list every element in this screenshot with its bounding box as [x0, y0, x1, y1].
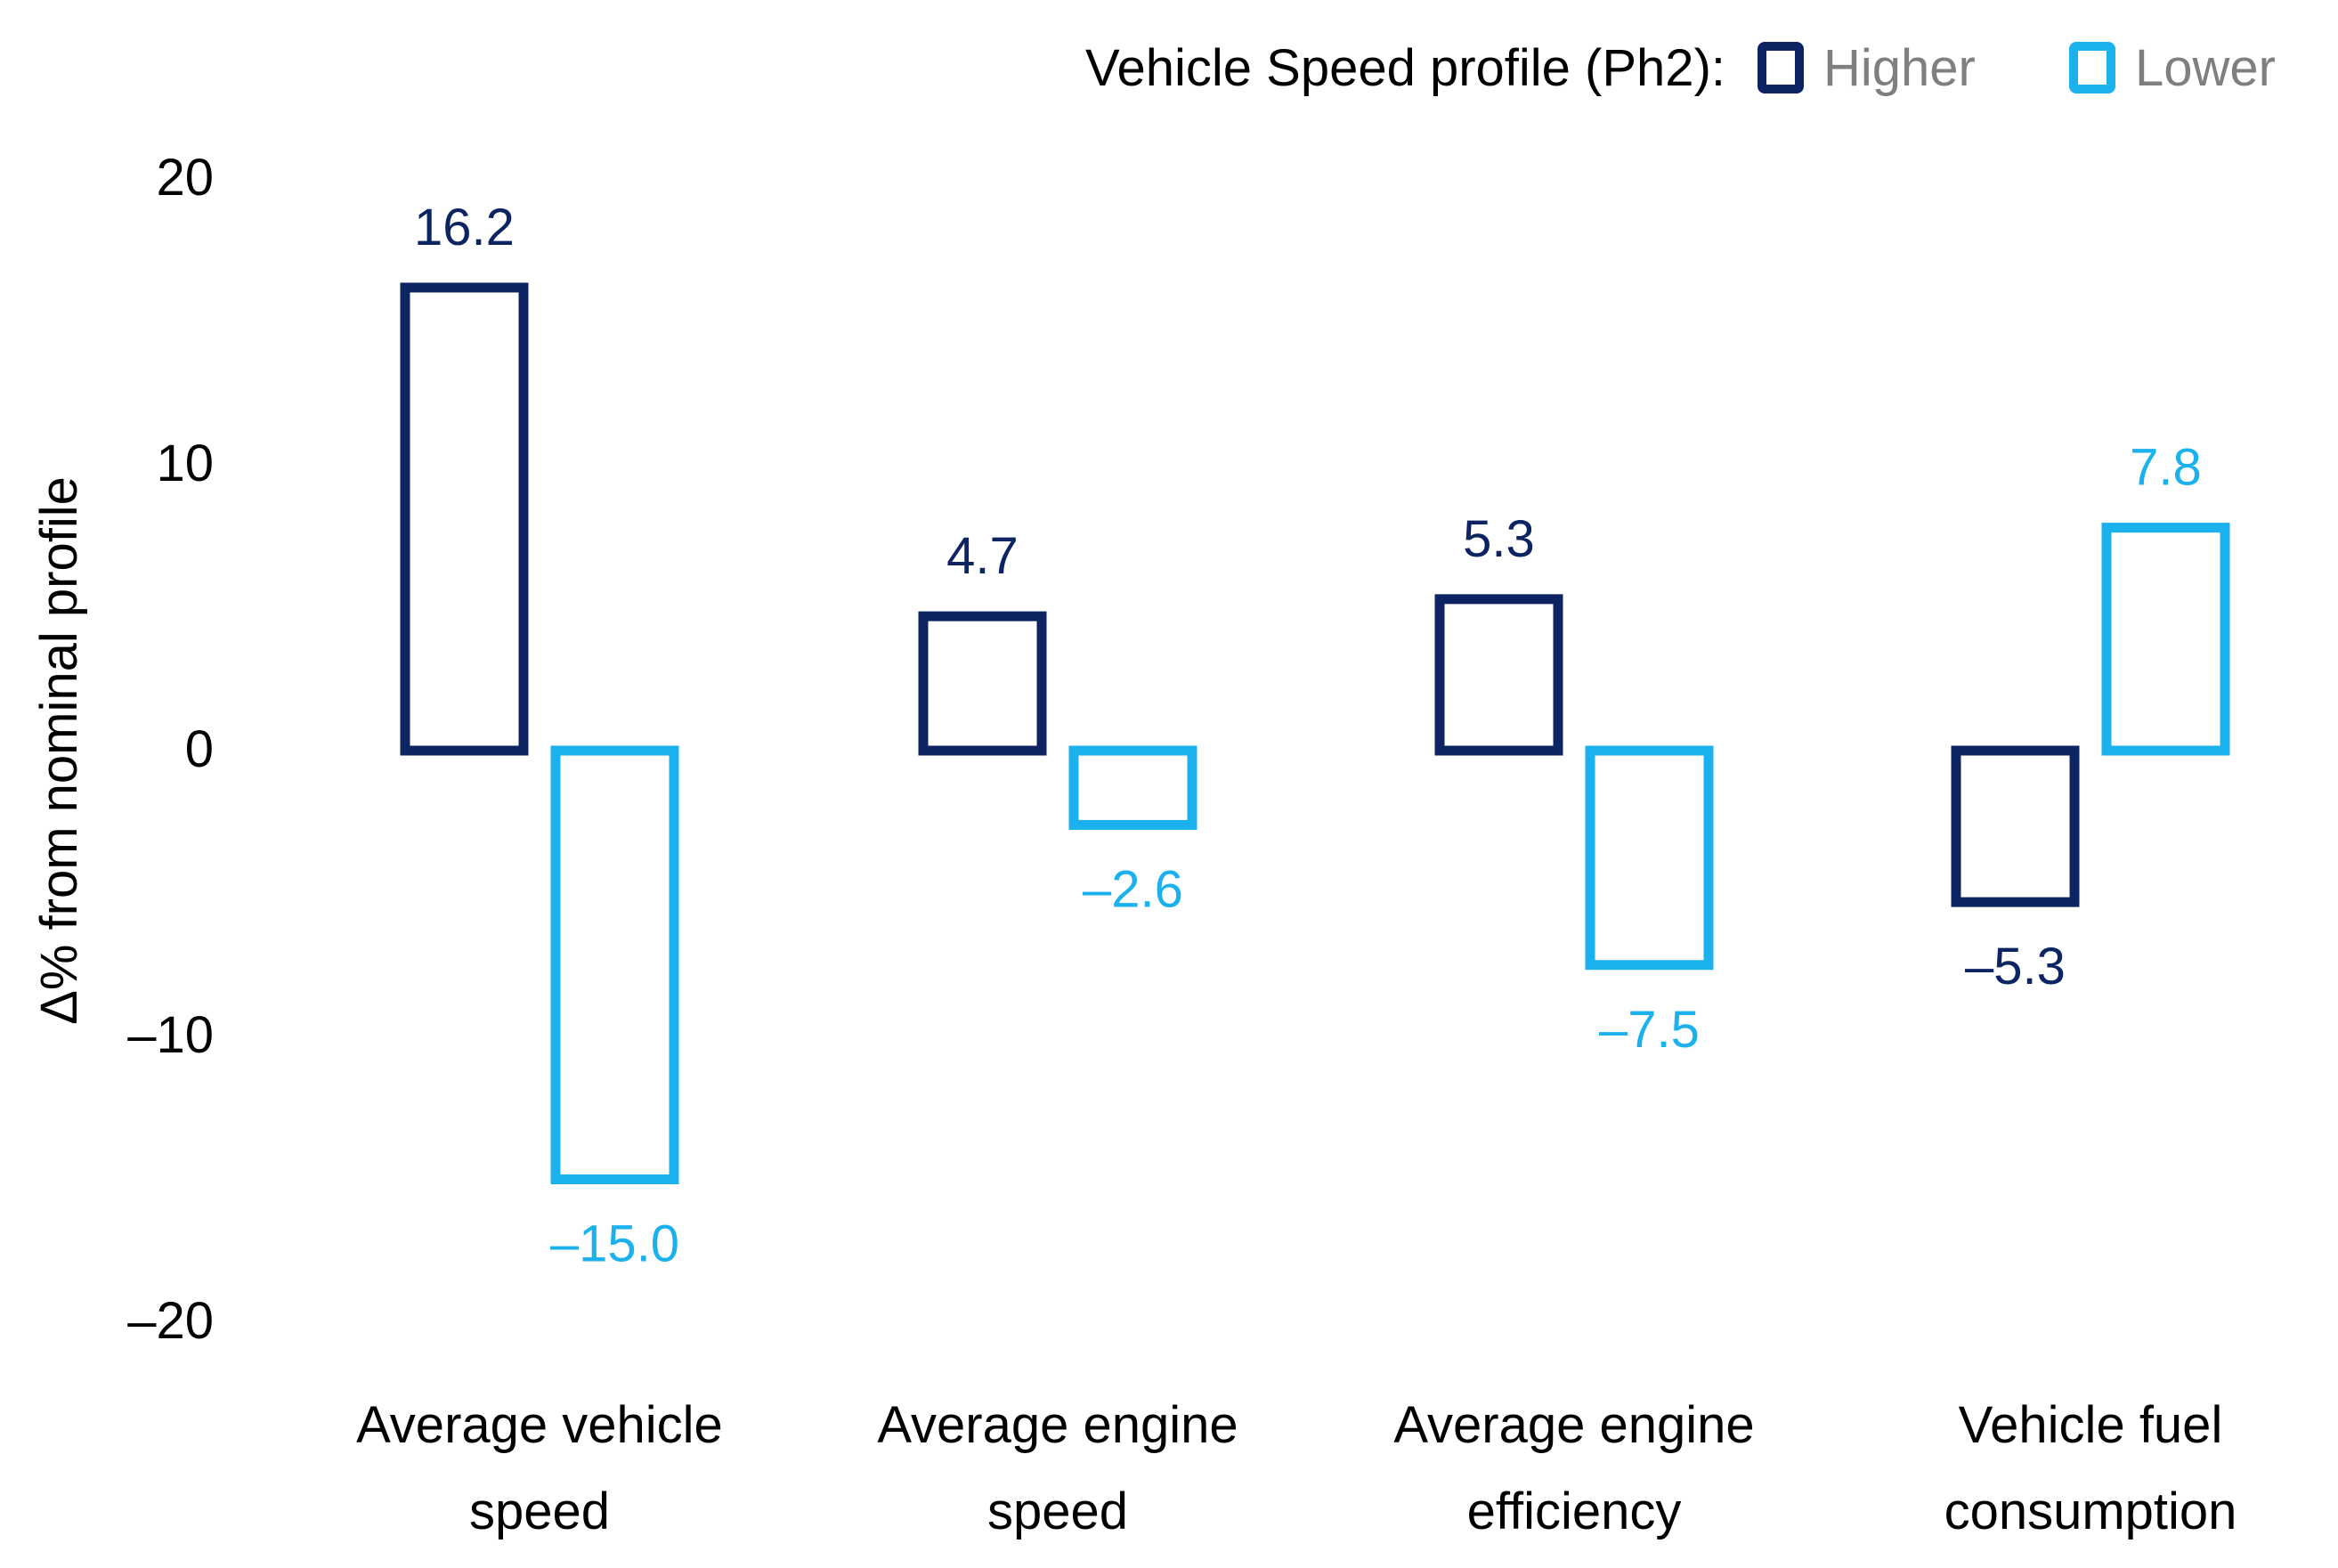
y-tick-label: –20 [127, 1292, 214, 1350]
legend-label-lower: Lower [2135, 39, 2276, 97]
category-label: Average engine [877, 1396, 1238, 1454]
data-label-lower-2: –7.5 [1599, 1001, 1700, 1059]
legend-swatch-lower [2069, 42, 2115, 93]
legend-swatch-higher [1758, 42, 1804, 93]
bar-higher-3 [1951, 745, 2080, 907]
bar-lower-2 [1585, 745, 1714, 971]
bar-higher-1 [918, 611, 1047, 756]
category-label: consumption [1944, 1483, 2237, 1540]
y-axis-title: Δ% from nominal profile [30, 476, 88, 1025]
legend: Vehicle Speed profile (Ph2): Higher Lower [1085, 39, 2276, 97]
category-label: Average engine [1393, 1396, 1754, 1454]
bar-higher-2 [1434, 594, 1563, 756]
y-tick-label: –10 [127, 1006, 214, 1064]
legend-title: Vehicle Speed profile (Ph2): [1085, 39, 1725, 97]
x-axis: Average vehicle speed Average engine speed A… [356, 1396, 2237, 1540]
data-label-lower-3: 7.8 [2130, 439, 2202, 497]
y-tick-label: 10 [156, 435, 214, 492]
category-label: speed [987, 1483, 1128, 1540]
bar-higher-0 [400, 282, 529, 756]
bar-lower-1 [1068, 745, 1197, 830]
category-label: speed [469, 1483, 610, 1540]
category-label: Average vehicle [356, 1396, 723, 1454]
data-label-higher-1: 4.7 [946, 527, 1019, 585]
data-label-higher-3: –5.3 [1965, 938, 2066, 995]
bars: 16.2 4.7 5.3 –5.3 –15.0 –2.6 –7.5 7.8 [400, 199, 2230, 1273]
legend-label-higher: Higher [1823, 39, 1976, 97]
bar-lower-3 [2101, 523, 2230, 756]
data-label-higher-0: 16.2 [414, 199, 515, 256]
y-tick-label: 20 [156, 149, 214, 207]
category-label: Vehicle fuel [1959, 1396, 2223, 1454]
data-label-higher-2: 5.3 [1463, 510, 1535, 568]
y-axis: 20 10 0 –10 –20 Δ% from nominal profile [30, 149, 214, 1350]
y-tick-label: 0 [185, 720, 214, 778]
bar-lower-0 [550, 745, 679, 1184]
data-label-lower-1: –2.6 [1083, 860, 1183, 918]
category-label: efficiency [1467, 1483, 1682, 1540]
data-label-lower-0: –15.0 [550, 1215, 679, 1273]
